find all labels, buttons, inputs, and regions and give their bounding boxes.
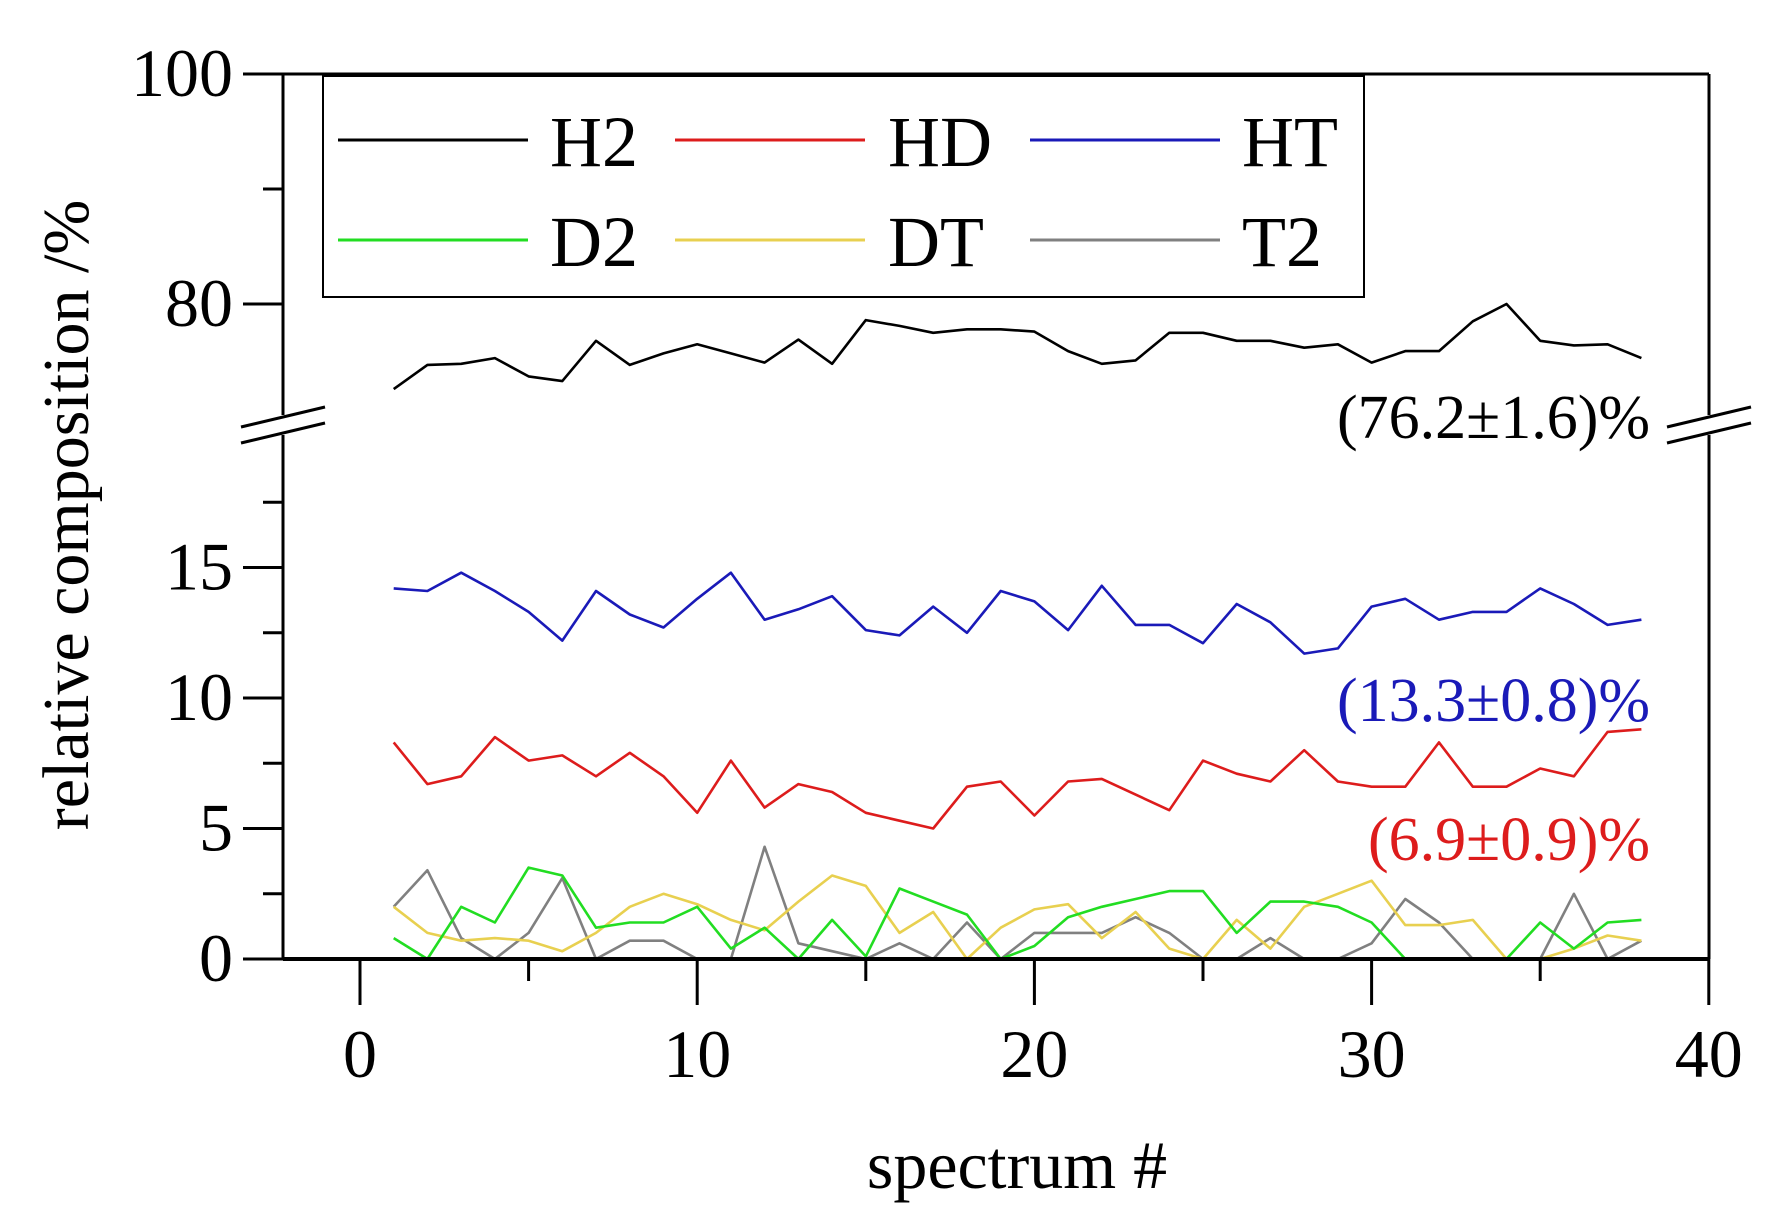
right-axis-break-mark bbox=[1666, 405, 1752, 429]
legend-label-hd: HD bbox=[888, 102, 992, 182]
legend-label-d2: D2 bbox=[550, 202, 638, 282]
x-tick-label: 20 bbox=[1000, 1016, 1068, 1092]
y-tick-label: 15 bbox=[165, 529, 233, 605]
legend-box bbox=[322, 75, 1365, 298]
legend-label-dt: DT bbox=[888, 202, 984, 282]
series-line-t2 bbox=[392, 845, 1643, 961]
axis-ticks: 0 10 20 30 40 0 5 10 15 80 100 bbox=[131, 35, 1743, 1092]
x-axis-label: spectrum # bbox=[867, 1127, 1167, 1203]
annotation-hd: (6.9±0.9)% bbox=[1368, 806, 1650, 874]
x-tick-label: 40 bbox=[1675, 1016, 1743, 1092]
x-tick-label: 0 bbox=[343, 1016, 377, 1092]
y-tick-label: 100 bbox=[131, 35, 233, 111]
y-tick-label: 0 bbox=[199, 920, 233, 996]
series-line-h2 bbox=[392, 302, 1642, 391]
annotation-h2: (76.2±1.6)% bbox=[1337, 384, 1650, 452]
y-tick-label: 5 bbox=[199, 790, 233, 866]
legend-label-t2: T2 bbox=[1242, 202, 1322, 282]
y-axis-label: relative composition /% bbox=[30, 200, 103, 831]
series-line-ht bbox=[393, 571, 1642, 655]
series-line-dt bbox=[392, 874, 1642, 961]
plot-frame bbox=[240, 72, 1752, 961]
legend-label-h2: H2 bbox=[550, 102, 638, 182]
annotation-ht: (13.3±0.8)% bbox=[1337, 667, 1650, 735]
x-tick-label: 30 bbox=[1338, 1016, 1406, 1092]
y-tick-label: 10 bbox=[165, 659, 233, 735]
legend: H2 HD HT D2 DT T2 bbox=[322, 75, 1365, 298]
left-axis-break-mark bbox=[240, 421, 326, 445]
legend-label-ht: HT bbox=[1242, 102, 1338, 182]
x-tick-label: 10 bbox=[663, 1016, 731, 1092]
y-tick-label: 80 bbox=[165, 265, 233, 341]
series-line-hd bbox=[392, 728, 1642, 830]
series-layer bbox=[392, 302, 1643, 961]
left-axis-break-mark bbox=[240, 405, 326, 429]
right-axis-break-mark bbox=[1666, 421, 1752, 445]
